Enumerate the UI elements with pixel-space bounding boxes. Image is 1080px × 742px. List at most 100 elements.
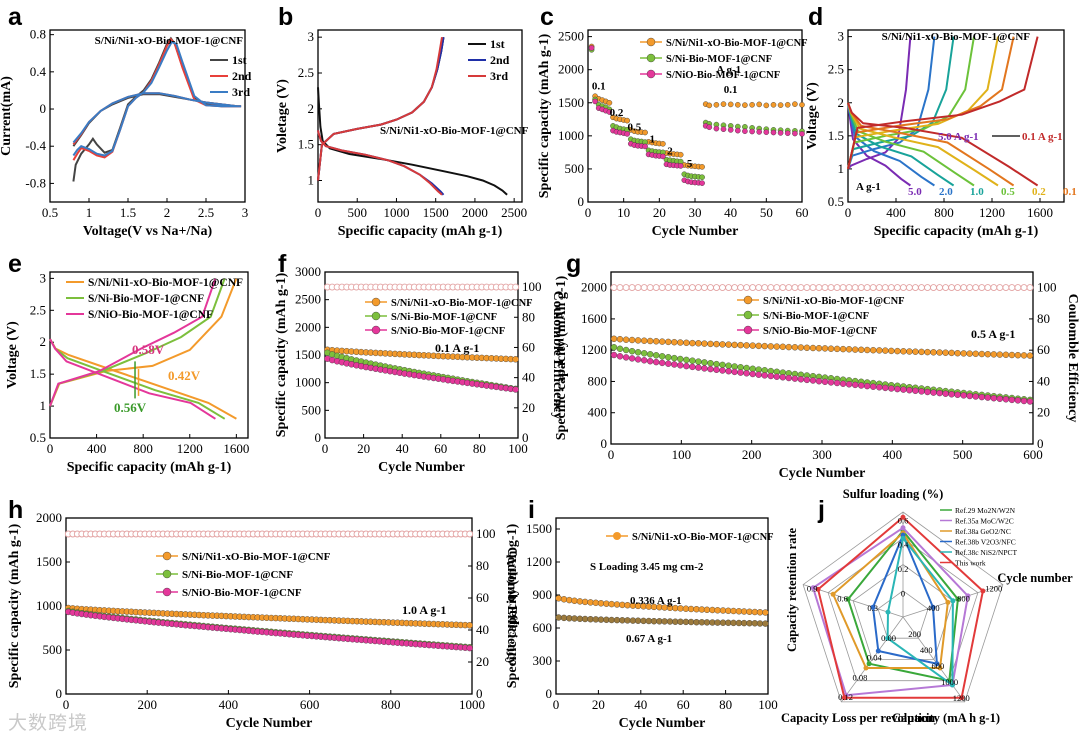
discharge-curve-2nd [317,130,445,196]
cycle-point [936,389,943,397]
radar-point [955,596,961,602]
cycle-point [581,598,589,606]
x-tick-label: 0 [322,441,329,456]
cycle-point [912,387,919,394]
cycle-point [659,338,666,345]
y-tick-label: 1 [308,173,315,188]
x-axis-label: Specific capacity (mAh g-1) [874,224,1039,239]
discharge-curve-1st [317,87,508,196]
rate-point [763,102,770,109]
x-tick-label: 800 [934,205,954,220]
cycle-point [560,614,568,622]
cycle-point [954,391,961,398]
legend-label: This work [955,559,986,568]
discharge-curve [49,338,216,420]
rate-point [792,130,798,137]
cycle-point [779,374,786,381]
cycle-point [755,342,762,350]
ce-point [725,284,733,292]
y2-axis-label: Coulomble Efficiency [550,291,565,420]
x-tick-label: 1000 [459,697,485,712]
radar-series [871,532,938,665]
panel-letter-c: c [540,3,554,31]
cycle-point [571,615,578,622]
cycle-point [966,392,973,400]
radar-axis-label: Capacity (mA h g-1) [892,711,1000,725]
radar-point [885,635,891,641]
rate-label: 0.67 A g-1 [626,633,672,645]
x-tick-label: 400 [883,447,903,462]
ce-point [1020,284,1028,292]
legend-marker [743,310,753,320]
y-tick-label: 3000 [295,264,321,279]
legend-marker [371,297,381,307]
x-tick-label: 0 [845,205,852,220]
cycle-point [839,345,847,353]
rate-point [642,129,648,136]
rate-unit: A g-1 [716,64,741,76]
x-tick-label: 20 [592,697,605,712]
discharge-curve-3rd [317,130,443,196]
cycle-point [1008,351,1016,359]
legend-label: S/Ni/Ni1-xO-Bio-MOF-1@CNF [88,277,243,289]
cycle-point [512,356,519,363]
ce-point [905,284,913,292]
x-tick-label: 600 [1023,447,1043,462]
cycle-point [512,386,519,393]
ce-point [767,284,775,292]
radar-point [900,535,906,541]
cycle-point [888,347,895,355]
cycle-point [731,363,738,370]
radar-grid [877,590,929,639]
y2-tick-label: 0 [1037,436,1044,451]
y2-tick-label: 80 [1037,311,1050,326]
ce-point [737,284,745,292]
radar-point [870,604,876,610]
legend-label: S/Ni/Ni1-xO-Bio-MOF-1@CNF [632,532,774,543]
y2-tick-label: 40 [1037,373,1050,388]
rate-point [784,102,791,108]
cycle-point [972,393,979,400]
cycle-point [773,343,780,350]
cycle-point [466,622,473,629]
x-tick-label: 0 [608,447,615,462]
x-axis-label: Voltage(V vs Na+/Na) [83,224,213,239]
y2-tick-label: 60 [1037,342,1050,357]
cycle-point [740,608,748,615]
y2-axis-label: Coulomble Efficiency [1065,294,1080,423]
cycle-point [730,607,737,615]
rate-point [784,130,791,136]
y-tick-label: 0 [315,430,322,445]
legend-label: Ref.38b V2O3/NFC [955,538,1016,547]
cycle-point [809,344,817,352]
ce-point [875,284,883,292]
radar-point [930,604,936,610]
radar-tick: 1000 [941,677,958,687]
y-tick-label: 1200 [581,342,607,357]
cycle-point [616,336,624,343]
cycle-point [785,374,792,382]
ce-point [700,284,708,292]
rate-point [699,164,705,170]
cycle-point [972,350,979,357]
cycle-point [833,379,841,387]
y-tick-label: 0.5 [30,430,46,445]
cycle-point [653,358,660,366]
y-tick-label: 2500 [295,292,321,307]
x-tick-label: 0.5 [42,205,58,220]
cycle-point [833,345,841,353]
cycle-point [756,609,764,616]
legend-label: S/NiO-Bio-MOF-1@CNF [182,587,302,599]
y2-tick-label: 0 [476,686,483,701]
cycle-point [740,619,748,627]
x-axis-label: Cycle Number [779,466,866,481]
legend-marker [162,551,172,561]
y-tick-label: 1 [838,161,845,176]
cycle-point [671,361,678,368]
cycle-point [761,342,768,350]
panel-letter-g: g [566,250,581,278]
ce-point [803,284,811,292]
legend-marker [743,325,753,335]
radar-series [846,529,959,682]
radar-tick: 0.6 [837,593,848,603]
